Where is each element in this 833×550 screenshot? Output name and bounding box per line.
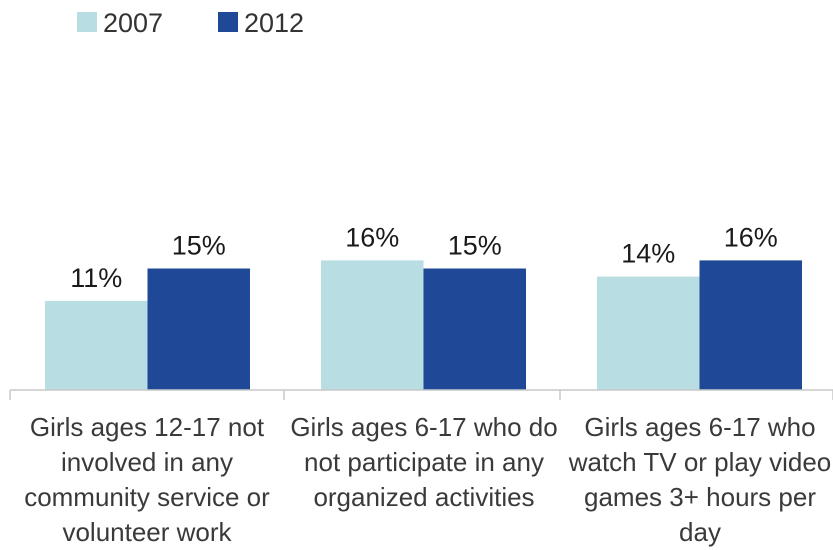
legend-label-2007: 2007: [103, 8, 163, 38]
data-label-2012-cat1: 15%: [172, 231, 226, 261]
data-label-2012-cat2: 15%: [448, 231, 502, 261]
data-label-2007-cat1: 11%: [70, 263, 122, 293]
x-axis: [9, 389, 833, 400]
category-label-3: Girls ages 6-17 who watch TV or play vid…: [568, 412, 832, 547]
category-label-2: Girls ages 6-17 who do not participate i…: [290, 412, 558, 512]
legend-label-2012: 2012: [244, 8, 304, 38]
bar-2012-cat2: [423, 268, 526, 390]
bar-2007-cat2: [321, 260, 424, 390]
data-label-2007-cat3: 14%: [621, 239, 675, 269]
bar-2007-cat3: [597, 276, 700, 390]
bar-2012-cat1: [147, 268, 250, 390]
bar-2007-cat1: [45, 300, 148, 390]
data-label-2012-cat3: 16%: [724, 222, 778, 252]
legend-swatch-2007: [77, 12, 97, 32]
bars-group: [45, 260, 802, 390]
category-label-1: Girls ages 12-17 not involved in any com…: [24, 412, 270, 547]
data-labels-group: 11% 15% 16% 15% 14% 16%: [70, 222, 778, 293]
legend: 2007 2012: [77, 8, 304, 38]
bar-2012-cat3: [699, 260, 802, 390]
data-label-2007-cat2: 16%: [345, 222, 399, 252]
legend-swatch-2012: [218, 12, 238, 32]
